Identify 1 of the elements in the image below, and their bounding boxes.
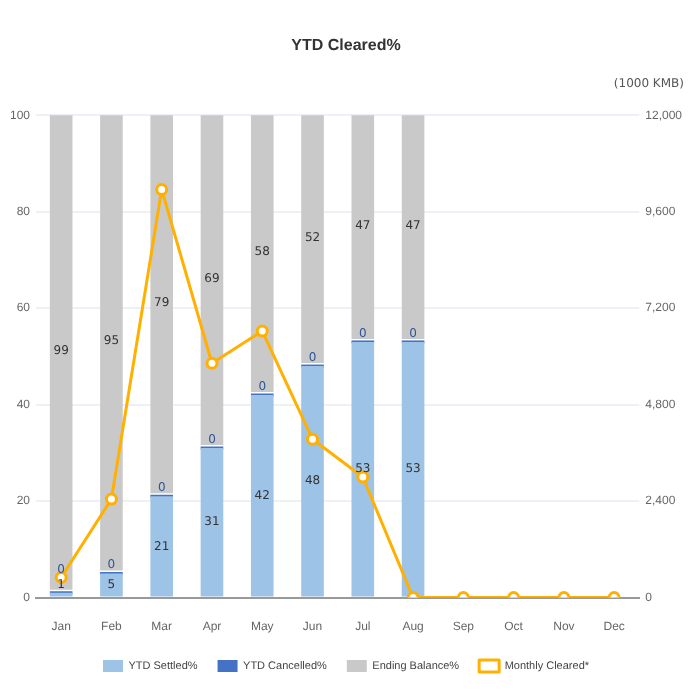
chart-title: YTD Cleared% (291, 36, 401, 55)
